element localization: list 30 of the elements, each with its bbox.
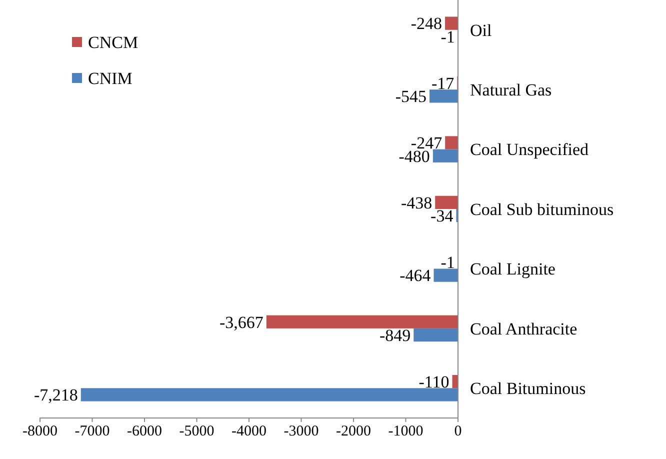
x-tick-label: -8000 — [22, 424, 58, 440]
data-label: -1 — [440, 253, 455, 272]
y-tick-label: Coal Lignite — [470, 260, 556, 279]
x-tick-label: -5000 — [179, 424, 214, 440]
y-tick-label: Coal Sub bituminous — [470, 200, 614, 219]
y-tick-label: Coal Bituminous — [470, 379, 586, 398]
data-label: -7,218 — [34, 386, 78, 405]
x-tick-label: -7000 — [74, 424, 110, 440]
y-tick-label: Natural Gas — [470, 80, 552, 100]
x-tick-label: -1000 — [388, 424, 424, 440]
x-tick-label: -2000 — [336, 424, 371, 440]
x-tick-label: -3000 — [284, 424, 319, 440]
data-label: -34 — [430, 206, 454, 226]
y-tick-label: Coal Unspecified — [470, 140, 589, 160]
x-tick-label: -4000 — [232, 424, 266, 440]
legend-label: CNIM — [88, 68, 132, 88]
legend-label: CNCM — [88, 32, 138, 52]
data-label: -1 — [440, 27, 455, 46]
data-label: -248 — [410, 14, 442, 34]
x-tick-label: -6000 — [127, 424, 162, 440]
data-label: -545 — [395, 87, 427, 106]
data-label: -849 — [379, 326, 411, 345]
data-label: -464 — [400, 266, 432, 286]
y-tick-label: Coal Anthracite — [470, 319, 578, 338]
y-tick-label: Oil — [470, 20, 492, 40]
data-label: -110 — [418, 372, 450, 392]
data-label: -3,667 — [219, 312, 264, 332]
data-label: -17 — [431, 74, 455, 93]
data-label: -438 — [400, 193, 432, 212]
x-tick-label: 0 — [454, 424, 462, 440]
